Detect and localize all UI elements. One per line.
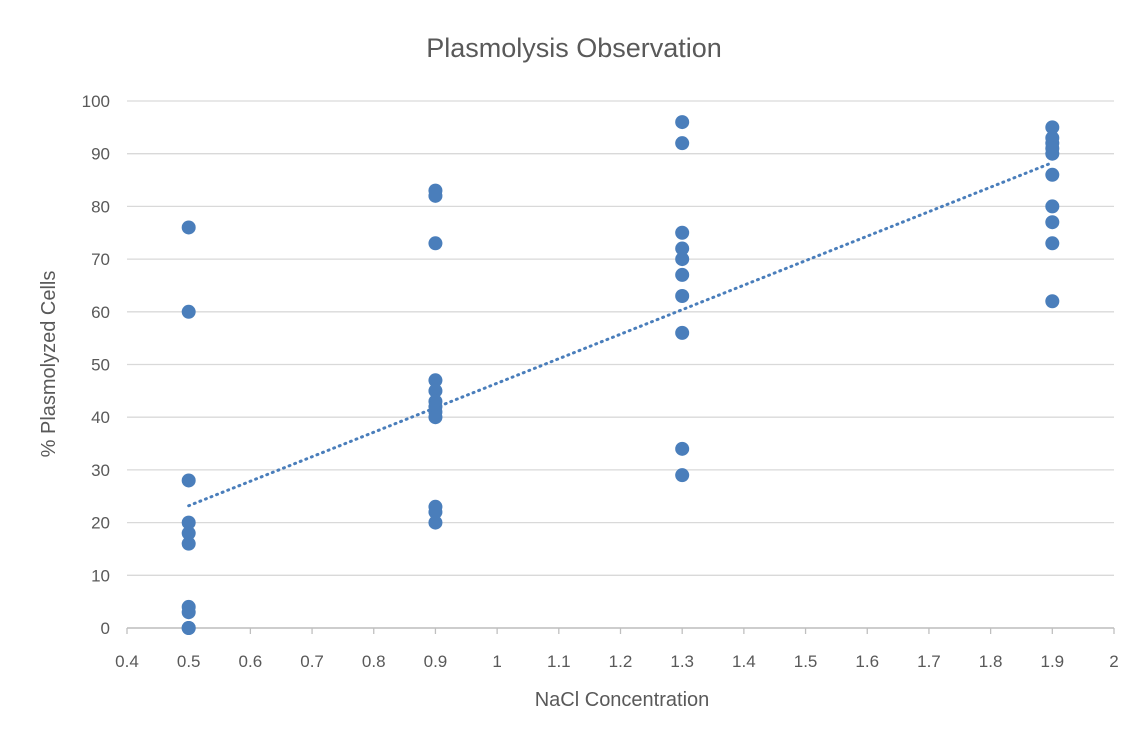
x-tick-label: 1.9 — [1040, 652, 1064, 671]
data-point — [675, 441, 690, 456]
y-axis-label: % Plasmolyzed Cells — [38, 271, 60, 458]
trendline-group — [187, 161, 1054, 508]
data-point — [1045, 120, 1060, 135]
data-point — [181, 605, 196, 620]
data-point — [428, 505, 443, 520]
x-tick-label: 1.7 — [917, 652, 941, 671]
y-tick-label: 10 — [91, 566, 110, 585]
data-point — [675, 136, 690, 151]
y-tick-label: 90 — [91, 145, 110, 164]
data-point — [428, 373, 443, 388]
data-point — [675, 468, 690, 483]
data-point — [1045, 167, 1060, 182]
chart-title: Plasmolysis Observation — [426, 33, 722, 63]
x-tick-label: 1.5 — [794, 652, 818, 671]
data-point — [181, 526, 196, 541]
x-tick-label: 1.6 — [855, 652, 879, 671]
trendline — [187, 161, 1054, 508]
x-tick-label: 0.6 — [239, 652, 263, 671]
x-axis-label: NaCl Concentration — [535, 689, 710, 711]
y-tick-label: 50 — [91, 356, 110, 375]
y-tick-labels: 0 10 20 30 40 50 60 70 80 90 100 — [82, 92, 110, 638]
x-tick-labels: 0.4 0.5 0.6 0.7 0.8 0.9 1 1.1 1.2 1.3 1.4 1.5 1.6 1.7… — [115, 652, 1119, 671]
x-tick-label: 0.9 — [424, 652, 448, 671]
data-point — [1045, 199, 1060, 214]
data-point — [675, 252, 690, 267]
y-tick-label: 20 — [91, 514, 110, 533]
data-point — [428, 188, 443, 203]
x-tick-label: 1.8 — [979, 652, 1003, 671]
data-point — [428, 410, 443, 425]
y-tick-label: 80 — [91, 197, 110, 216]
y-tick-label: 30 — [91, 461, 110, 480]
data-point — [428, 383, 443, 398]
gridlines — [126, 100, 1115, 634]
data-points — [181, 115, 1060, 635]
data-point — [181, 515, 196, 530]
data-point — [181, 536, 196, 551]
x-tick-label: 1 — [492, 652, 501, 671]
y-tick-label: 70 — [91, 250, 110, 269]
data-point — [675, 325, 690, 340]
data-point — [181, 220, 196, 235]
data-point — [1045, 294, 1060, 309]
x-tick-label: 0.5 — [177, 652, 201, 671]
x-tick-label: 1.2 — [609, 652, 633, 671]
x-tick-label: 2 — [1109, 652, 1118, 671]
x-tick-label: 1.1 — [547, 652, 571, 671]
data-point — [428, 515, 443, 530]
y-tick-label: 0 — [101, 619, 110, 638]
data-point — [675, 241, 690, 256]
data-point — [428, 236, 443, 251]
y-tick-label: 100 — [82, 92, 110, 111]
data-point — [675, 267, 690, 282]
x-tick-label: 1.3 — [670, 652, 694, 671]
data-point — [181, 473, 196, 488]
data-point — [181, 304, 196, 319]
data-point — [181, 621, 196, 635]
x-tick-label: 0.4 — [115, 652, 139, 671]
y-tick-label: 40 — [91, 408, 110, 427]
x-tick-label: 0.7 — [300, 652, 324, 671]
data-point — [1045, 215, 1060, 230]
data-point — [675, 225, 690, 240]
y-tick-label: 60 — [91, 303, 110, 322]
data-point — [1045, 236, 1060, 251]
data-point — [675, 115, 690, 130]
data-point — [1045, 146, 1060, 161]
x-tick-label: 0.8 — [362, 652, 386, 671]
data-point — [675, 288, 690, 303]
x-tick-label: 1.4 — [732, 652, 756, 671]
